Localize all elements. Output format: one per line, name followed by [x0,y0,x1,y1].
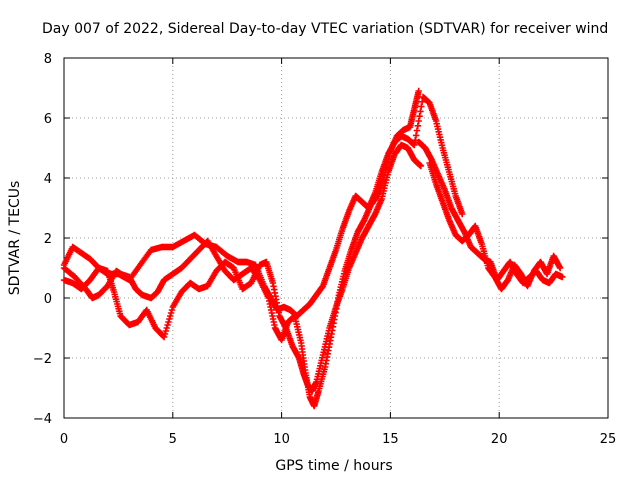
y-tick-label: −2 [33,352,52,367]
data-point [161,330,169,338]
y-tick-label: 8 [44,52,52,67]
y-tick-labels: −4 −2 0 2 4 6 8 [33,52,52,427]
y-axis-title: SDTVAR / TECUs [7,181,23,296]
data-point [417,162,425,170]
data-point [166,312,174,320]
data-point [418,103,425,110]
data-point [164,321,171,329]
data-point [412,137,419,144]
y-tick-label: 6 [44,112,52,127]
chart-title: Day 007 of 2022, Sidereal Day-to-day VTE… [42,21,608,37]
x-tick-labels: 0 5 10 15 20 25 [60,432,616,447]
x-tick-label: 15 [382,432,399,447]
data-point [415,117,422,125]
x-tick-label: 20 [491,432,508,447]
y-tick-label: −4 [33,412,52,427]
data-point [415,87,422,95]
data-point [413,127,421,134]
data-point [417,108,424,115]
data-point [459,210,466,218]
data-point [163,324,170,332]
x-tick-label: 10 [273,432,290,447]
data-point [160,333,168,341]
y-tick-label: 0 [44,292,52,307]
data-point [412,132,420,139]
data-point [411,141,418,149]
x-tick-label: 5 [169,432,177,447]
x-tick-label: 0 [60,432,68,447]
y-tick-label: 4 [44,172,52,187]
x-tick-label: 25 [600,432,617,447]
data-point [168,306,176,314]
data-point [416,113,423,120]
grid [64,58,608,418]
data-point [166,315,173,323]
data-point [165,318,172,326]
axis-ticks [63,57,609,419]
data-point [162,327,170,335]
data-point [167,309,175,317]
data-point [414,122,422,129]
data-point [556,264,564,272]
y-tick-label: 2 [44,232,52,247]
data-point [559,273,566,281]
x-axis-title: GPS time / hours [275,458,392,474]
data-points [60,87,566,410]
